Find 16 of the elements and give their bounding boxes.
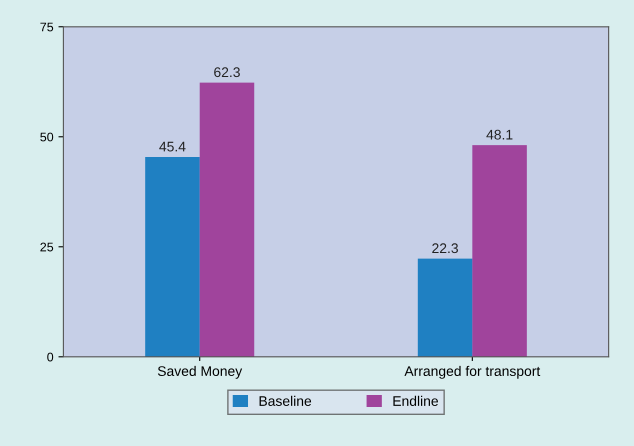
bar: [200, 82, 254, 357]
data-label: 48.1: [486, 130, 512, 140]
bar: [145, 157, 200, 357]
data-label: 62.3: [214, 67, 240, 78]
y-tick-label: 50: [40, 132, 54, 142]
legend-label: Baseline: [260, 396, 312, 406]
legend-label: Endline: [393, 396, 438, 406]
y-tick-label: 0: [47, 352, 54, 362]
bar: [472, 145, 527, 357]
y-tick-label: 75: [40, 22, 54, 32]
data-label: 22.3: [432, 243, 458, 254]
x-tick-label: Saved Money: [158, 366, 242, 379]
x-tick-label: Arranged for transport: [404, 366, 540, 379]
data-label: 45.4: [159, 142, 186, 152]
bar: [418, 258, 472, 357]
y-tick-label: 25: [40, 242, 54, 252]
